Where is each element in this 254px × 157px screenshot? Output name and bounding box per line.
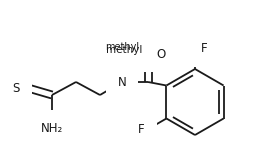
Text: F: F xyxy=(201,43,208,56)
Text: O: O xyxy=(156,48,165,60)
Text: F: F xyxy=(138,123,145,136)
Text: methyl: methyl xyxy=(105,42,139,52)
Text: NH₂: NH₂ xyxy=(41,122,63,135)
Text: S: S xyxy=(13,81,20,95)
Text: methyl: methyl xyxy=(106,45,142,55)
Text: N: N xyxy=(118,76,126,89)
